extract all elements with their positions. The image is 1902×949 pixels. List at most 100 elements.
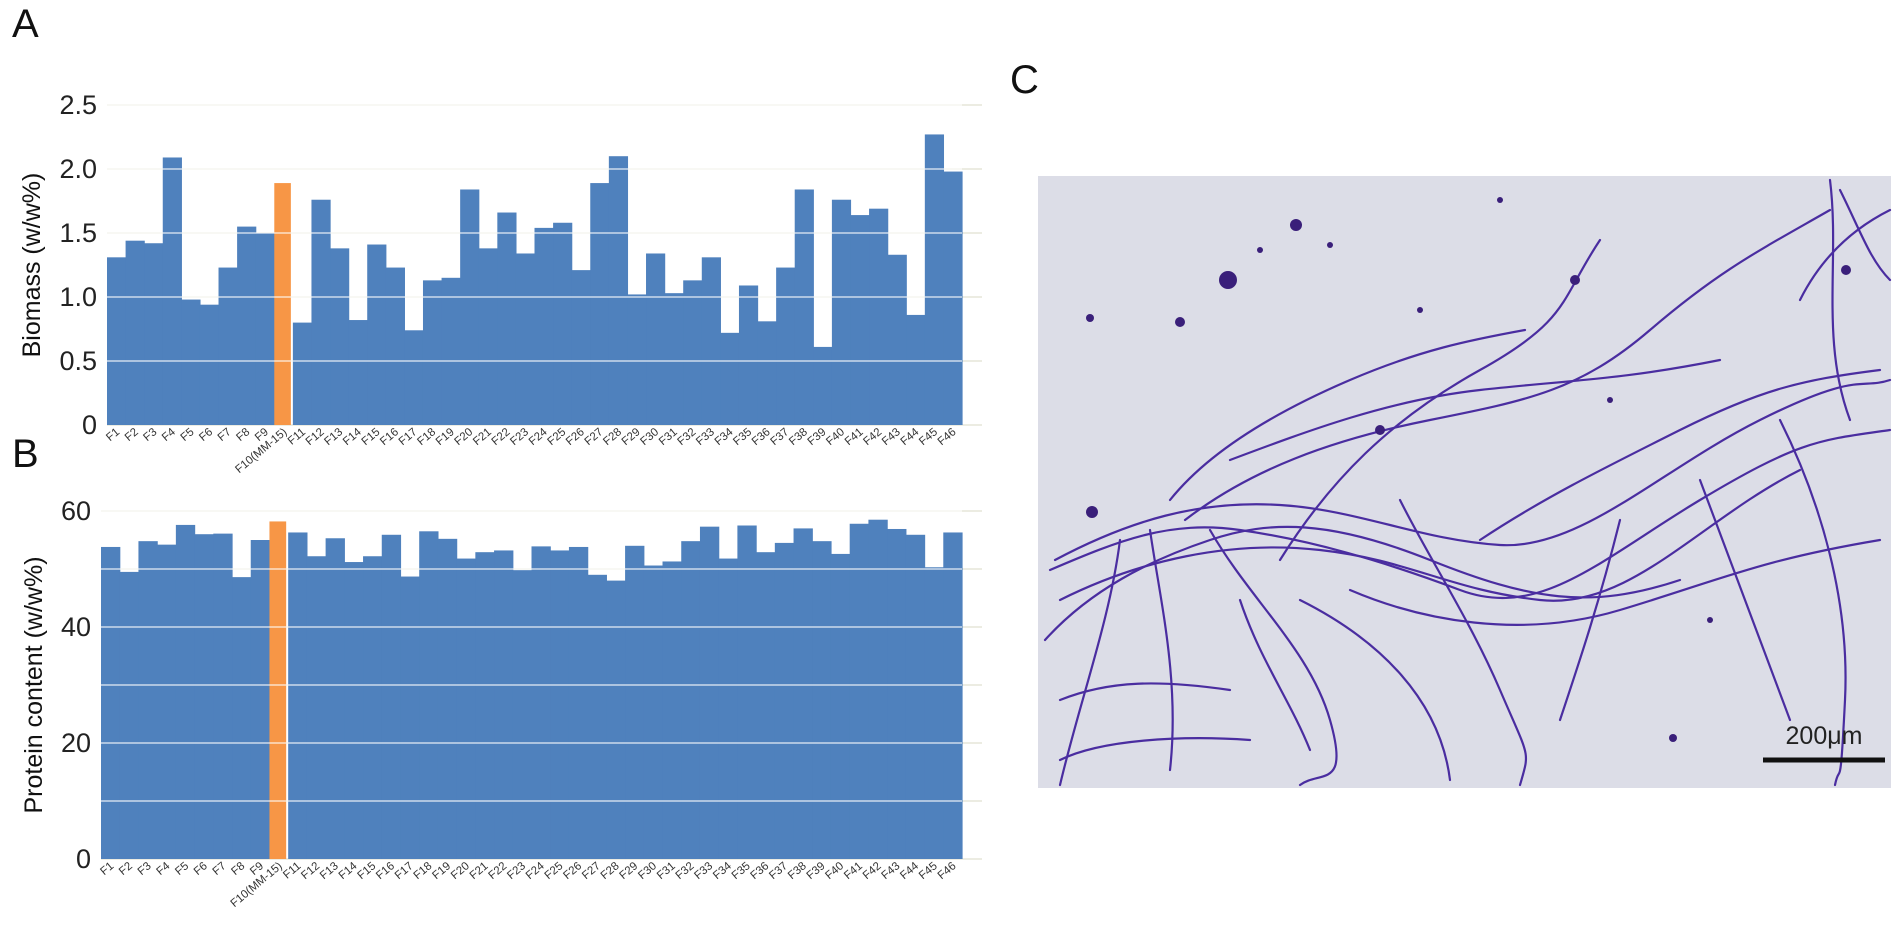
bar xyxy=(776,267,796,425)
bar xyxy=(292,322,313,425)
bar xyxy=(701,257,721,425)
gridlines-overlay xyxy=(101,510,962,802)
filament-network xyxy=(1043,178,1892,787)
bar xyxy=(367,244,387,425)
x-tick-labels: F1 F2 F3 F4 F5 F6 F7 F8 F9F10(MM-15)F11F12F13F14… xyxy=(98,860,958,910)
bar xyxy=(125,240,145,425)
bar xyxy=(497,212,517,425)
filament xyxy=(1058,538,1122,787)
debris-speck xyxy=(1497,197,1503,203)
bar xyxy=(404,330,424,425)
bar xyxy=(199,304,220,425)
bar xyxy=(325,538,345,859)
bar xyxy=(924,134,945,425)
filament xyxy=(1183,208,1832,522)
bar xyxy=(157,544,177,859)
x-tick-label: F3 xyxy=(136,860,154,878)
bar xyxy=(906,314,926,425)
bar xyxy=(237,226,257,425)
bar xyxy=(494,550,514,859)
y-tick-labels: 0 0.5 1.0 1.5 2.0 2.5 xyxy=(59,90,97,440)
bar xyxy=(534,227,554,425)
bar xyxy=(831,199,852,425)
bar xyxy=(664,293,684,425)
bar xyxy=(162,157,182,426)
micrograph-panel: 200μm xyxy=(1038,176,1892,788)
y-axis-title: Protein content (w/w%) xyxy=(20,556,48,813)
bar xyxy=(344,562,364,859)
y-tick-label: 1.5 xyxy=(59,218,97,248)
filament xyxy=(1208,528,1338,787)
bar xyxy=(478,248,498,425)
y-tick-label: 2.0 xyxy=(59,154,97,184)
bar xyxy=(757,321,777,425)
debris-speck xyxy=(1327,242,1333,248)
bar xyxy=(813,346,833,425)
bar xyxy=(571,270,591,425)
bar xyxy=(330,248,350,425)
bar xyxy=(681,541,701,859)
bar-highlight xyxy=(269,521,287,859)
bar xyxy=(460,189,480,425)
debris-speck xyxy=(1175,317,1185,327)
filament xyxy=(1238,598,1312,752)
bar xyxy=(250,540,271,859)
bar xyxy=(311,199,331,425)
bar xyxy=(107,257,127,425)
micrograph-background xyxy=(1038,176,1891,788)
bar xyxy=(774,542,795,859)
bar xyxy=(550,550,570,859)
bar xyxy=(119,571,140,859)
bar xyxy=(422,280,443,425)
bar xyxy=(738,285,759,425)
bar xyxy=(531,546,551,859)
y-tick-label: 0.5 xyxy=(59,346,97,376)
bar xyxy=(868,519,888,859)
bars xyxy=(107,134,963,426)
bar xyxy=(512,570,533,859)
bar xyxy=(419,531,439,859)
y-tick-labels: 0 20 40 60 xyxy=(61,496,91,874)
bar xyxy=(475,552,495,859)
filament xyxy=(1148,528,1174,772)
debris-speck xyxy=(1417,307,1423,313)
bar xyxy=(348,320,368,425)
debris-speck xyxy=(1707,617,1713,623)
filament xyxy=(1053,378,1892,562)
bar xyxy=(943,532,963,859)
bar xyxy=(437,538,458,859)
bar xyxy=(381,534,402,859)
x-tick-label: F8 xyxy=(229,860,247,878)
filament xyxy=(1478,368,1882,542)
debris-speck xyxy=(1570,275,1580,285)
bar xyxy=(887,528,907,859)
bar xyxy=(144,243,164,425)
gridlines-overlay xyxy=(107,104,962,362)
bar xyxy=(793,528,813,859)
debris-speck xyxy=(1086,506,1098,518)
bar xyxy=(232,577,252,859)
bar xyxy=(627,294,647,425)
bar xyxy=(587,574,607,859)
filament xyxy=(1058,682,1232,702)
y-tick-label: 0 xyxy=(76,844,91,874)
bar xyxy=(662,561,682,859)
y-tick-label: 1.0 xyxy=(59,282,97,312)
debris-speck xyxy=(1086,314,1094,322)
bar xyxy=(869,208,889,425)
scale-bar-label: 200μm xyxy=(1786,722,1863,750)
bar xyxy=(400,576,420,859)
x-tick-label: F7 xyxy=(211,860,229,878)
debris-speck xyxy=(1219,271,1237,289)
filament xyxy=(1348,538,1882,626)
filament xyxy=(1278,238,1602,562)
debris-speck xyxy=(1669,734,1677,742)
bar xyxy=(456,558,476,859)
bar xyxy=(924,567,944,859)
bar xyxy=(699,526,720,859)
debris-particles xyxy=(1086,197,1851,742)
bar xyxy=(756,552,776,859)
bar xyxy=(306,556,327,859)
bar xyxy=(181,299,201,425)
